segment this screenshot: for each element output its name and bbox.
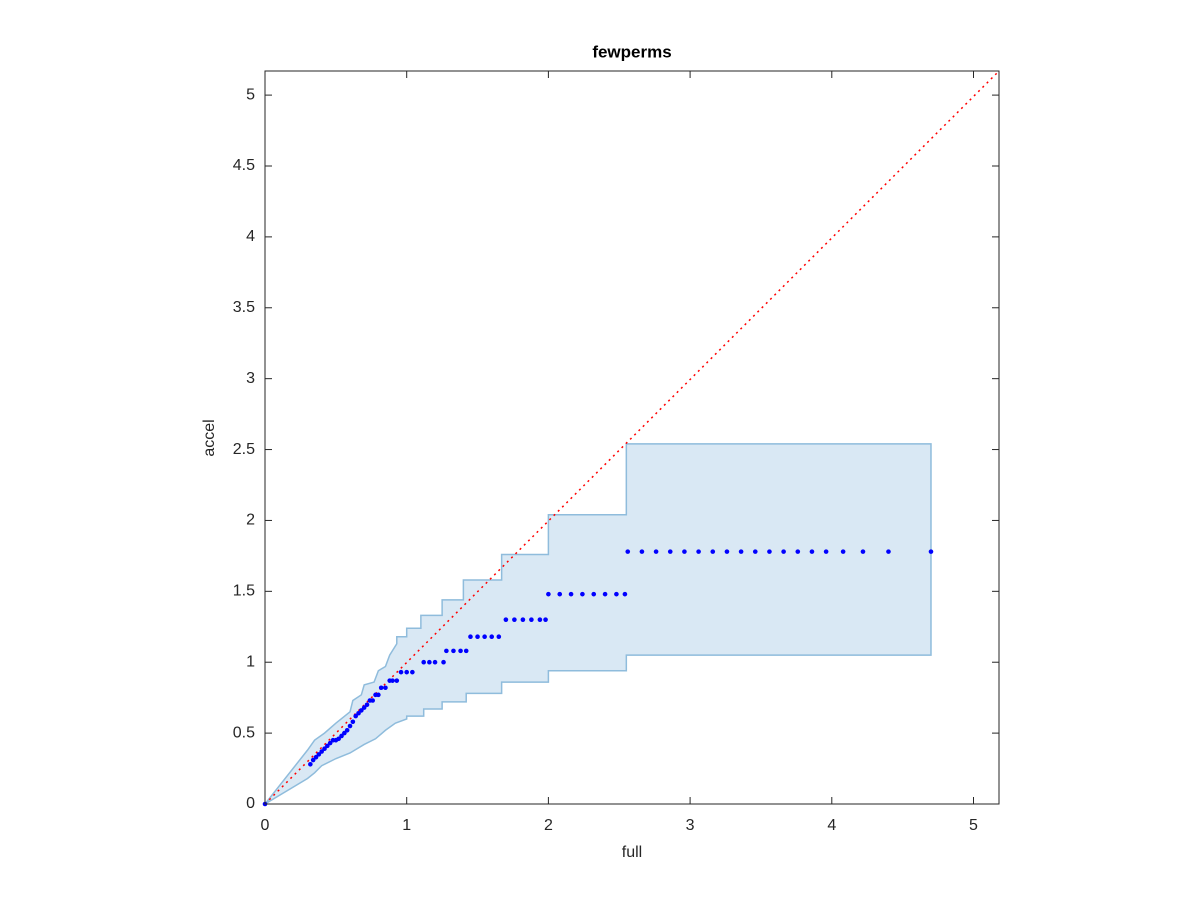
point: [886, 549, 891, 554]
point: [710, 549, 716, 554]
point: [529, 617, 534, 622]
point: [378, 685, 384, 691]
point: [724, 549, 730, 554]
reference-line: [264, 70, 1000, 805]
point: [543, 617, 548, 622]
point: [458, 648, 463, 654]
point: [767, 549, 772, 554]
axes-box: [264, 70, 1000, 805]
point: [468, 634, 473, 640]
y-tick-label: 0: [246, 795, 255, 812]
point: [546, 591, 551, 597]
point: [451, 648, 456, 654]
point: [336, 736, 341, 742]
x-tick-label: 3: [686, 817, 695, 834]
point: [390, 678, 395, 683]
point: [310, 757, 316, 763]
chart-title: fewperms: [592, 42, 671, 61]
point: [356, 710, 361, 716]
point: [696, 549, 701, 554]
point: [512, 617, 517, 622]
y-tick-label: 2.5: [233, 441, 255, 458]
point: [327, 740, 333, 746]
x-tick-label: 5: [969, 817, 978, 834]
point: [520, 617, 526, 622]
point: [928, 549, 934, 554]
point: [427, 659, 432, 665]
point: [682, 549, 687, 554]
point: [625, 549, 631, 554]
y-axis-label: accel: [201, 419, 218, 456]
point: [398, 669, 404, 675]
point: [339, 733, 344, 739]
y-tick-label: 4: [246, 228, 255, 245]
point: [370, 698, 375, 703]
point: [489, 634, 495, 640]
point: [394, 678, 400, 683]
point: [503, 617, 509, 622]
point: [404, 669, 409, 675]
point: [795, 549, 801, 554]
y-tick-label: 0.5: [233, 724, 255, 741]
point: [463, 648, 469, 654]
point: [308, 762, 313, 767]
point: [444, 648, 449, 654]
point: [602, 591, 608, 597]
point: [781, 549, 786, 554]
y-tick-label: 1.5: [233, 583, 255, 600]
point: [614, 591, 619, 597]
point: [823, 549, 829, 554]
y-tick-label: 3: [246, 370, 255, 387]
point: [537, 617, 543, 622]
point: [475, 634, 480, 640]
point: [353, 713, 358, 719]
point: [342, 730, 347, 736]
point: [557, 591, 563, 597]
point: [325, 743, 330, 749]
point: [482, 634, 487, 640]
point: [860, 549, 866, 554]
y-tick-label: 1: [246, 653, 255, 670]
y-tick-label: 3.5: [233, 299, 255, 316]
point: [364, 702, 370, 708]
point: [313, 754, 319, 760]
point: [622, 591, 628, 597]
point: [319, 749, 324, 754]
point: [809, 549, 815, 554]
y-tick-label: 2: [246, 512, 255, 529]
point: [347, 723, 353, 729]
point: [316, 752, 322, 757]
point: [667, 549, 673, 554]
x-tick-label: 1: [402, 817, 411, 834]
point: [410, 669, 415, 675]
point: [432, 659, 438, 665]
point: [752, 549, 758, 554]
x-tick-label: 0: [261, 817, 270, 834]
point: [361, 705, 367, 710]
point: [840, 549, 846, 554]
point: [639, 549, 645, 554]
point: [322, 746, 327, 752]
point: [580, 591, 585, 597]
x-tick-label: 2: [544, 817, 553, 834]
point: [441, 659, 446, 665]
point: [359, 708, 364, 713]
point: [421, 659, 427, 665]
y-tick-label: 5: [246, 86, 255, 103]
y-tick-label: 4.5: [233, 157, 255, 174]
x-tick-label: 4: [827, 817, 836, 834]
x-axis-label: full: [622, 844, 642, 861]
point: [568, 591, 574, 597]
point: [738, 549, 744, 554]
point: [383, 685, 388, 691]
point: [344, 727, 350, 733]
point: [653, 549, 659, 554]
point: [376, 692, 381, 698]
point: [350, 719, 356, 725]
point: [591, 591, 597, 597]
confidence-band: [264, 443, 932, 805]
point: [496, 634, 502, 640]
